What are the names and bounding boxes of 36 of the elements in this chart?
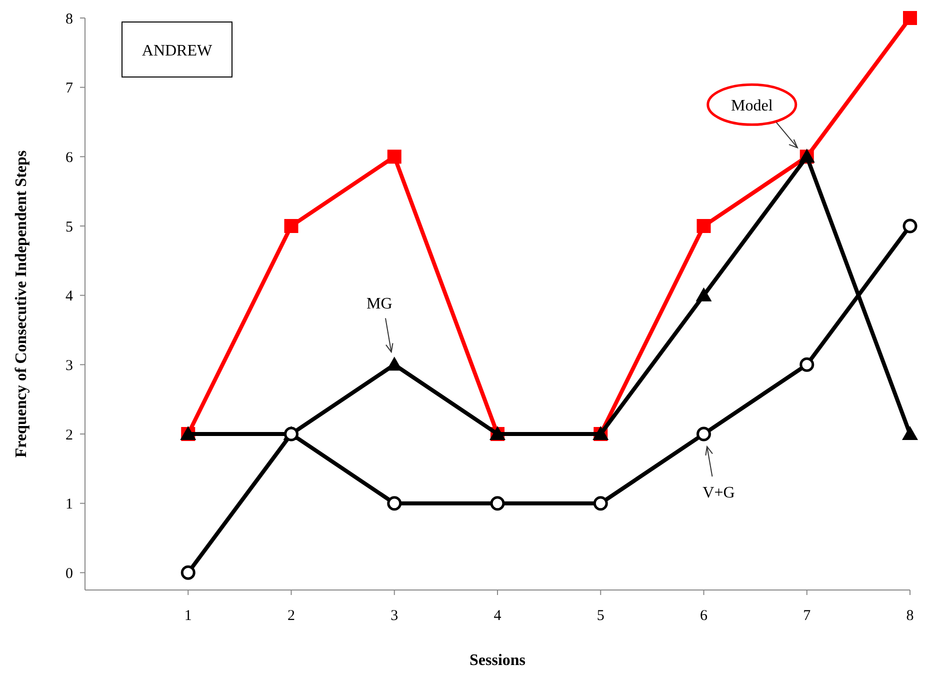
y-tick-label: 6: [66, 150, 74, 166]
point: [490, 496, 505, 511]
x-tick-label: 3: [390, 608, 398, 624]
text: MG: [366, 295, 393, 312]
point: [696, 219, 711, 233]
point: [696, 287, 712, 302]
point: [180, 565, 196, 580]
y-axis-title: Frequency of Consecutive Independent Steps: [13, 150, 30, 458]
x-tick-label: 8: [906, 608, 914, 624]
point: [902, 218, 918, 234]
point: [800, 357, 814, 372]
x-tick-label: 6: [700, 608, 708, 624]
x-tick-label: 2: [288, 608, 295, 624]
point: [387, 496, 402, 511]
x-tick-label: 4: [494, 608, 502, 624]
x-axis-title: Sessions: [469, 652, 526, 669]
point: [902, 426, 918, 440]
point: [284, 219, 298, 233]
y-tick-label: 0: [66, 566, 73, 582]
y-tick-label: 1: [66, 496, 73, 513]
point: [696, 426, 711, 442]
y-tick-label: 8: [66, 11, 73, 28]
x-tick-label: 5: [596, 608, 604, 624]
x-tick-label: 1: [184, 608, 192, 624]
y-tick-label: 5: [66, 219, 73, 236]
point: [903, 11, 917, 25]
text: V+G: [702, 484, 736, 502]
y-tick-label: 3: [66, 358, 73, 374]
point: [387, 150, 402, 164]
y-tick-label: 7: [66, 80, 74, 97]
x-tick-label: 7: [803, 608, 812, 624]
point: [593, 496, 608, 511]
y-tick-label: 2: [66, 427, 73, 444]
y-tick-label: 4: [66, 288, 74, 305]
text: Model: [730, 97, 774, 114]
text: ANDREW: [142, 42, 213, 60]
